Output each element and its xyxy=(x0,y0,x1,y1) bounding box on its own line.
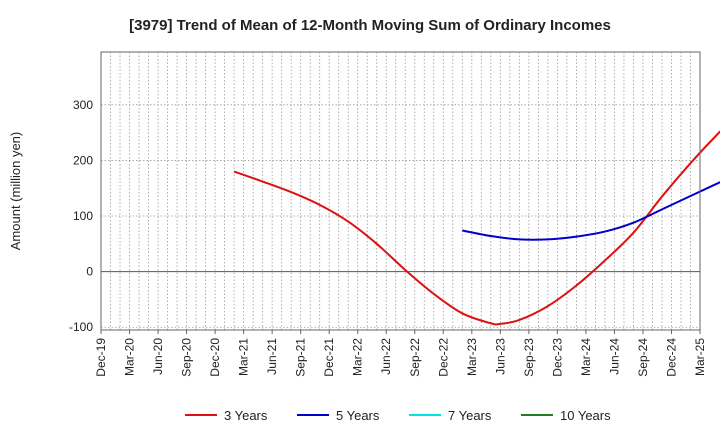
chart-title: [3979] Trend of Mean of 12-Month Moving … xyxy=(129,17,611,34)
grid xyxy=(101,52,700,330)
x-tick-label: Dec-23 xyxy=(550,338,564,377)
y-tick-label: 200 xyxy=(73,153,93,167)
series-line-2 xyxy=(462,181,720,241)
x-tick-label: Sep-24 xyxy=(636,338,650,377)
x-tick-label: Mar-22 xyxy=(351,338,365,376)
legend-label-4: 10 Years xyxy=(560,408,611,423)
plot-background xyxy=(101,52,700,330)
x-tick-label: Dec-20 xyxy=(208,338,222,377)
y-tick-label: -100 xyxy=(69,320,93,334)
x-tick-label: Dec-21 xyxy=(322,338,336,377)
x-tick-label: Dec-19 xyxy=(94,338,108,377)
x-tick-label: Mar-23 xyxy=(465,338,479,376)
legend: 3 Years 5 Years 7 Years 10 Years xyxy=(185,408,611,423)
x-tick-label: Jun-21 xyxy=(265,338,279,375)
series-layer xyxy=(233,130,720,326)
plot-frame xyxy=(100,51,701,331)
x-tick-label: Jun-24 xyxy=(607,338,621,375)
x-tick-label: Sep-20 xyxy=(180,338,194,377)
y-tick-label: 100 xyxy=(73,209,93,223)
x-tick-label: Sep-21 xyxy=(294,338,308,377)
plot-area xyxy=(101,52,700,330)
x-tick-label: Sep-22 xyxy=(408,338,422,377)
legend-label-1: 3 Years xyxy=(224,408,268,423)
series-line-1 xyxy=(233,130,720,326)
axes: -100 0 100 200 300 Dec-19 Mar-20 Jun-20 Sep-20 De… xyxy=(69,51,707,377)
legend-label-2: 5 Years xyxy=(336,408,380,423)
y-tick-label: 300 xyxy=(73,98,93,112)
x-tick-label: Dec-22 xyxy=(436,338,450,377)
x-tick-label: Mar-24 xyxy=(579,338,593,376)
y-tick-label: 0 xyxy=(86,265,93,279)
x-tick-label: Jun-22 xyxy=(379,338,393,375)
x-tick-label: Jun-20 xyxy=(151,338,165,375)
x-tick-label: Mar-21 xyxy=(237,338,251,376)
x-tick-label: Mar-25 xyxy=(693,338,707,376)
x-tick-label: Dec-24 xyxy=(664,338,678,377)
legend-label-3: 7 Years xyxy=(448,408,492,423)
x-tick-label: Sep-23 xyxy=(522,338,536,377)
y-axis-label: Amount (million yen) xyxy=(8,132,23,251)
x-tick-label: Jun-23 xyxy=(493,338,507,375)
x-tick-label: Mar-20 xyxy=(123,338,137,376)
